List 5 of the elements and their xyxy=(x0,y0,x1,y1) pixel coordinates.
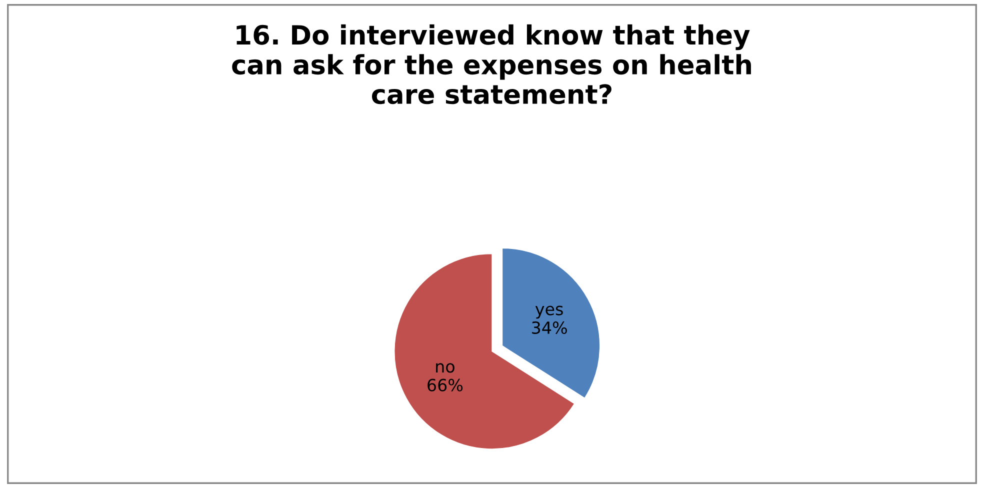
data-label: 66% xyxy=(428,378,463,392)
slice-label: yes xyxy=(535,306,563,319)
slice-label: no xyxy=(436,363,454,373)
chart-title: 16. Do interviewed know that they can ask for the expenses on health care statement? xyxy=(232,24,751,104)
data-label: 34% xyxy=(532,321,567,334)
